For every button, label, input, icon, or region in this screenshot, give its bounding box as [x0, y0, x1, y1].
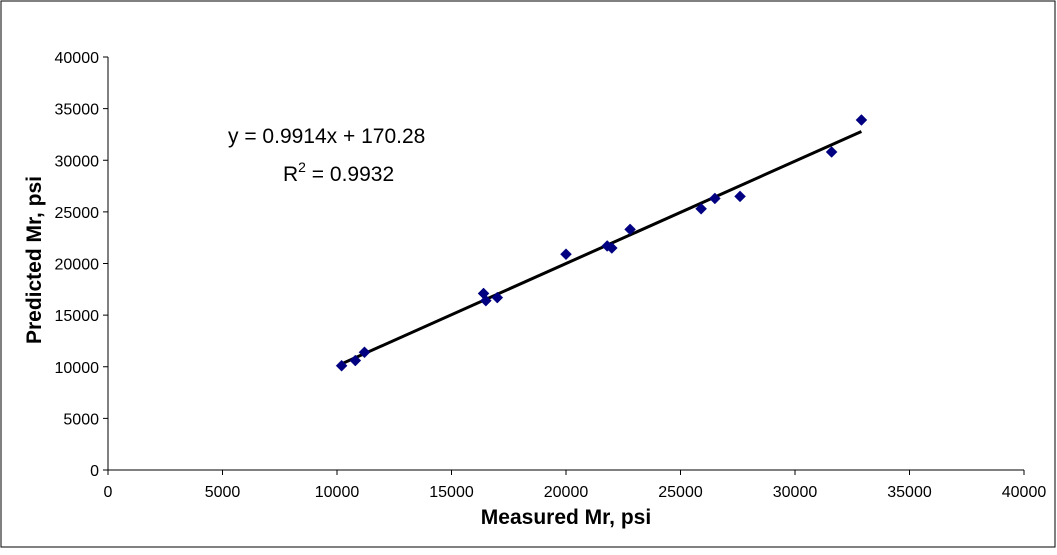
- x-axis-title: Measured Mr, psi: [481, 506, 651, 529]
- data-point: [358, 346, 371, 359]
- data-point: [479, 294, 492, 307]
- x-tick-label: 20000: [544, 484, 589, 501]
- axes: [103, 56, 1025, 475]
- y-tick-label: 15000: [55, 308, 100, 325]
- y-tick-label: 35000: [55, 102, 100, 119]
- x-tick-label: 15000: [429, 484, 474, 501]
- x-tick-label: 30000: [773, 484, 818, 501]
- y-tick-label: 5000: [63, 411, 99, 428]
- data-point: [349, 354, 362, 367]
- x-tick-label: 0: [104, 484, 113, 501]
- data-point: [825, 146, 838, 158]
- y-tick-label: 30000: [55, 153, 100, 170]
- data-point: [708, 192, 721, 205]
- y-tick-label: 20000: [55, 257, 100, 274]
- y-tick-label: 25000: [55, 205, 100, 222]
- x-tick-label: 40000: [1002, 484, 1047, 501]
- y-tick-label: 0: [90, 463, 99, 480]
- trendline-group: [340, 130, 863, 366]
- x-tick-label: 10000: [315, 484, 360, 501]
- data-points: [335, 114, 868, 372]
- data-point: [491, 291, 504, 304]
- y-tick-label: 40000: [55, 50, 100, 67]
- data-point: [560, 248, 572, 261]
- data-point: [624, 223, 636, 236]
- equation-label: y = 0.9914x + 170.28: [228, 125, 425, 148]
- tick-labels: 0 5000 10000 15000 20000 25000 30000 35000 40000…: [55, 50, 1047, 501]
- data-point: [605, 242, 618, 254]
- trendline: [340, 130, 863, 366]
- data-point: [855, 114, 868, 126]
- r-squared-label: R2 = 0.9932: [283, 159, 394, 186]
- data-point: [695, 202, 707, 215]
- data-point: [734, 190, 746, 203]
- x-tick-label: 35000: [887, 484, 932, 501]
- y-axis-title: Predicted Mr, psi: [23, 176, 46, 344]
- x-tick-label: 25000: [658, 484, 703, 501]
- x-tick-label: 5000: [205, 484, 241, 501]
- y-tick-label: 10000: [55, 360, 100, 377]
- data-point: [335, 359, 348, 372]
